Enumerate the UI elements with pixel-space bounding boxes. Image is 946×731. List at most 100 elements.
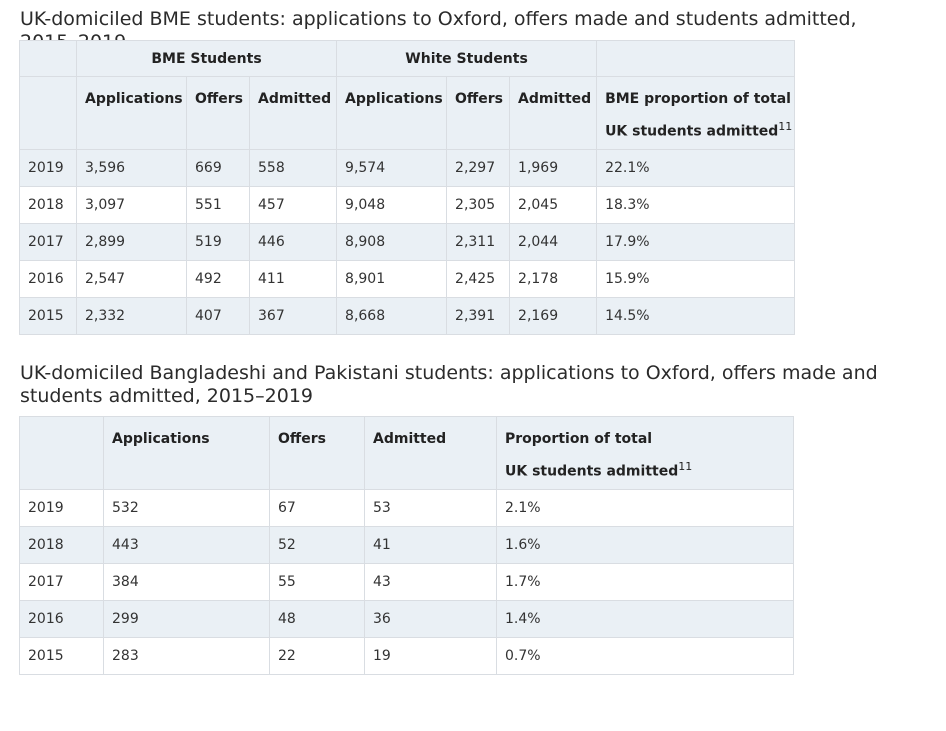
white-offers-cell: 2,297: [446, 149, 511, 187]
admitted-cell: 36: [364, 600, 497, 638]
col-header-white-offers: Offers: [446, 76, 511, 150]
proportion-cell: 2.1%: [496, 489, 794, 527]
proportion-header-line1: Proportion of total: [505, 431, 653, 447]
admitted-cell: 41: [364, 526, 497, 564]
proportion-header-line2: UK students admitted: [505, 463, 679, 480]
white-admitted-cell: 2,169: [509, 297, 598, 335]
year-cell: 2019: [19, 149, 77, 187]
white-offers-cell: 2,311: [446, 223, 511, 261]
col-header-bme-offers: Offers: [186, 76, 250, 150]
proportion-cell: 14.5%: [596, 297, 796, 335]
table-row: 2015 2,332 407 367 8,668 2,391 2,169 14.…: [19, 297, 796, 335]
table-row: 2019 532 67 53 2.1%: [19, 489, 794, 527]
bme-admitted-cell: 457: [248, 186, 338, 224]
proportion-cell: 15.9%: [596, 260, 796, 298]
white-offers-cell: 2,425: [446, 260, 511, 298]
white-applications-cell: 9,574: [336, 149, 448, 187]
table-row: 2019 3,596 669 558 9,574 2,297 1,969 22.…: [19, 149, 796, 187]
proportion-cell: 17.9%: [596, 223, 796, 261]
year-cell: 2016: [19, 260, 77, 298]
proportion-cell: 1.4%: [496, 600, 794, 638]
bangladeshi-pakistani-students-table: Applications Offers Admitted Proportion …: [19, 416, 794, 675]
proportion-cell: 22.1%: [596, 149, 796, 187]
year-cell: 2015: [19, 637, 104, 675]
white-applications-cell: 8,668: [336, 297, 448, 335]
year-cell: 2016: [19, 600, 104, 638]
offers-cell: 52: [269, 526, 365, 564]
proportion-header-line1: BME proportion of total: [605, 91, 791, 107]
applications-cell: 443: [103, 526, 270, 564]
bme-offers-cell: 492: [186, 260, 250, 298]
group-header-row: BME Students White Students: [19, 40, 796, 77]
offers-cell: 48: [269, 600, 365, 638]
table-row: 2016 299 48 36 1.4%: [19, 600, 794, 638]
year-cell: 2017: [19, 563, 104, 601]
white-admitted-cell: 1,969: [509, 149, 598, 187]
bme-admitted-cell: 411: [248, 260, 338, 298]
bme-admitted-cell: 367: [248, 297, 338, 335]
col-header-applications: Applications: [103, 416, 270, 490]
white-applications-cell: 8,908: [336, 223, 448, 261]
col-header-bme-admitted: Admitted: [248, 76, 338, 150]
applications-cell: 384: [103, 563, 270, 601]
proportion-cell: 1.7%: [496, 563, 794, 601]
table-row: 2018 443 52 41 1.6%: [19, 526, 794, 564]
bme-students-table: BME Students White Students Applications…: [19, 40, 796, 335]
proportion-cell: 1.6%: [496, 526, 794, 564]
year-cell: 2017: [19, 223, 77, 261]
bme-offers-cell: 551: [186, 186, 250, 224]
year-cell: 2015: [19, 297, 77, 335]
table-row: 2017 384 55 43 1.7%: [19, 563, 794, 601]
white-offers-cell: 2,305: [446, 186, 511, 224]
proportion-header-line2: UK students admitted: [605, 123, 779, 140]
column-header-row: Applications Offers Admitted Proportion …: [19, 416, 794, 490]
bme-offers-cell: 407: [186, 297, 250, 335]
year-cell: 2019: [19, 489, 104, 527]
bme-applications-cell: 2,899: [76, 223, 187, 261]
col-header-white-admitted: Admitted: [509, 76, 598, 150]
offers-cell: 55: [269, 563, 365, 601]
empty-corner-cell: [19, 40, 77, 77]
bme-applications-cell: 2,332: [76, 297, 187, 335]
year-cell: 2018: [19, 526, 104, 564]
year-cell: 2018: [19, 186, 77, 224]
bme-admitted-cell: 558: [248, 149, 338, 187]
table-row: 2015 283 22 19 0.7%: [19, 637, 794, 675]
applications-cell: 532: [103, 489, 270, 527]
offers-cell: 22: [269, 637, 365, 675]
white-admitted-cell: 2,178: [509, 260, 598, 298]
applications-cell: 283: [103, 637, 270, 675]
group-header-white: White Students: [336, 40, 598, 77]
admitted-cell: 19: [364, 637, 497, 675]
col-header-white-applications: Applications: [336, 76, 448, 150]
white-applications-cell: 8,901: [336, 260, 448, 298]
group-header-bme: BME Students: [75, 40, 338, 77]
offers-cell: 67: [269, 489, 365, 527]
applications-cell: 299: [103, 600, 270, 638]
empty-year-header-cell: [19, 76, 77, 150]
column-header-row: Applications Offers Admitted Application…: [19, 76, 796, 150]
bme-offers-cell: 519: [186, 223, 250, 261]
bme-applications-cell: 3,097: [76, 186, 187, 224]
empty-group-cell: [596, 40, 796, 77]
bme-admitted-cell: 446: [248, 223, 338, 261]
proportion-cell: 0.7%: [496, 637, 794, 675]
white-offers-cell: 2,391: [446, 297, 511, 335]
white-admitted-cell: 2,045: [509, 186, 598, 224]
admitted-cell: 43: [364, 563, 497, 601]
footnote-ref: 11: [778, 120, 793, 133]
empty-year-header-cell: [19, 416, 104, 490]
bme-offers-cell: 669: [186, 149, 250, 187]
table2-caption: UK-domiciled Bangladeshi and Pakistani s…: [20, 362, 878, 407]
admitted-cell: 53: [364, 489, 497, 527]
white-applications-cell: 9,048: [336, 186, 448, 224]
white-admitted-cell: 2,044: [509, 223, 598, 261]
col-header-offers: Offers: [269, 416, 365, 490]
table-row: 2017 2,899 519 446 8,908 2,311 2,044 17.…: [19, 223, 796, 261]
footnote-ref: 11: [678, 460, 693, 473]
col-header-bme-applications: Applications: [76, 76, 187, 150]
col-header-proportion: Proportion of total UK students admitted1…: [496, 416, 794, 490]
table-row: 2016 2,547 492 411 8,901 2,425 2,178 15.…: [19, 260, 796, 298]
col-header-bme-proportion: BME proportion of total UK students admit…: [596, 76, 796, 150]
col-header-admitted: Admitted: [364, 416, 497, 490]
